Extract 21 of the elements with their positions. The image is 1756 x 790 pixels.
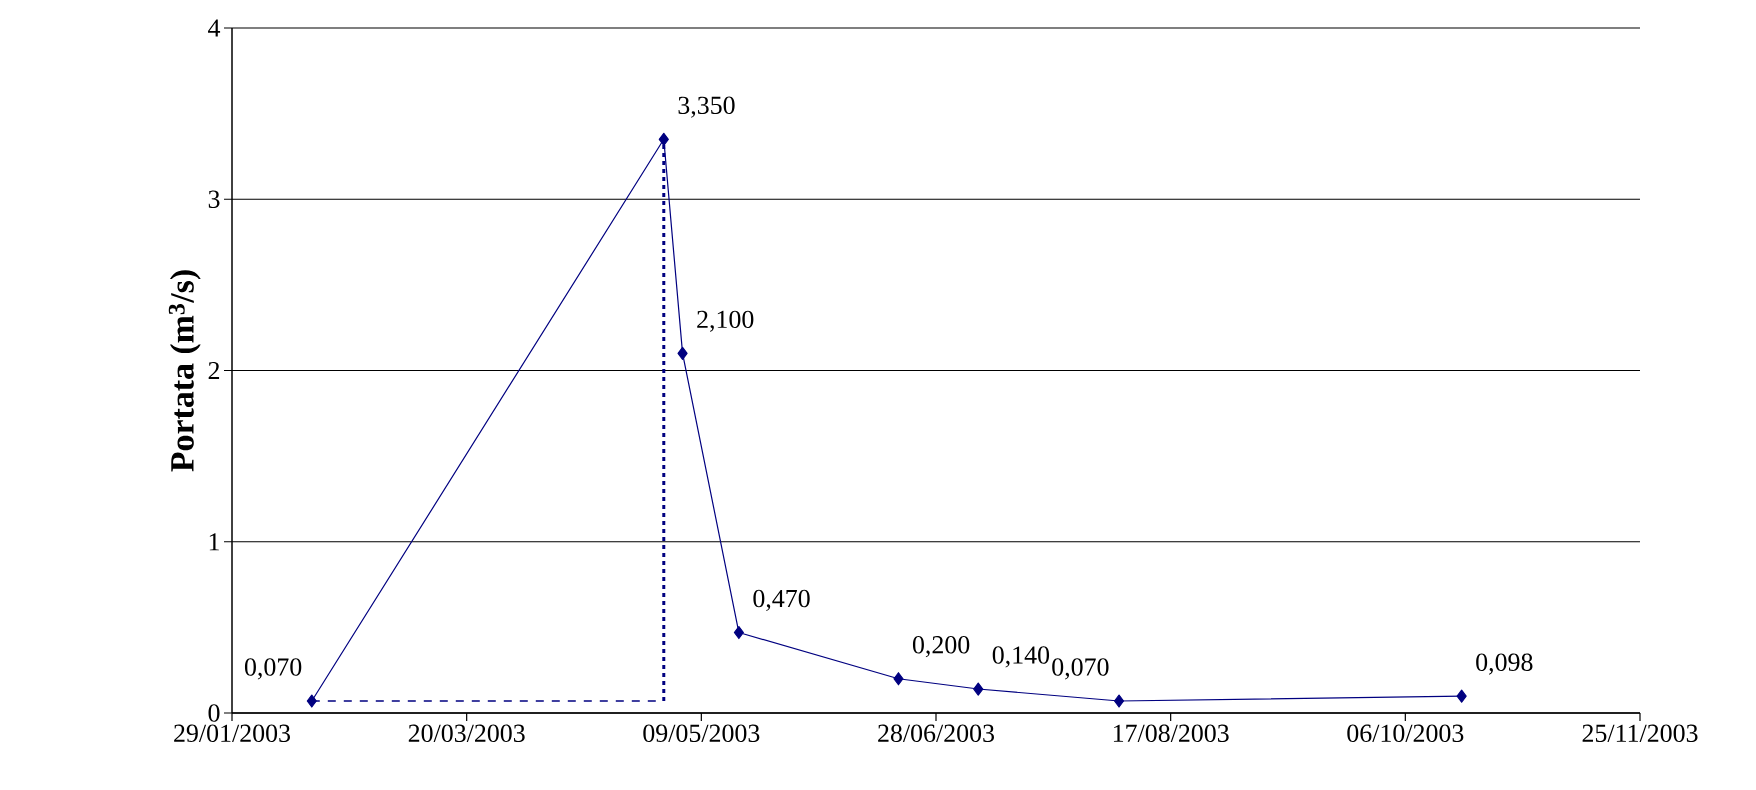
x-tick-label: 09/05/2003 (643, 724, 760, 742)
data-label: 0,470 (753, 589, 810, 611)
y-tick-label: 2 (208, 361, 220, 380)
x-tick-label: 29/01/2003 (174, 724, 290, 742)
y-tick-label: 3 (208, 190, 220, 208)
y-tick-label: 1 (209, 533, 219, 551)
data-label: 0,200 (912, 636, 970, 658)
data-label: 3,350 (678, 96, 735, 118)
x-tick-label: 06/10/2003 (1347, 724, 1464, 742)
data-label: 0,070 (1052, 658, 1109, 680)
data-label: 0,098 (1476, 653, 1533, 675)
y-tick-label: 4 (208, 19, 221, 37)
data-label: 0,070 (244, 658, 302, 680)
y-axis-title: Portata (m$^{3}$/s) (168, 270, 201, 472)
x-tick-label: 20/03/2003 (408, 724, 525, 742)
x-tick-label: 25/11/2003 (1582, 724, 1698, 742)
x-tick-label: 28/06/2003 (878, 724, 994, 742)
data-label: 2,100 (697, 310, 754, 332)
y-tick-label: 0 (208, 704, 220, 722)
x-tick-label: 17/08/2003 (1113, 724, 1229, 742)
data-label: 0,140 (992, 646, 1050, 668)
